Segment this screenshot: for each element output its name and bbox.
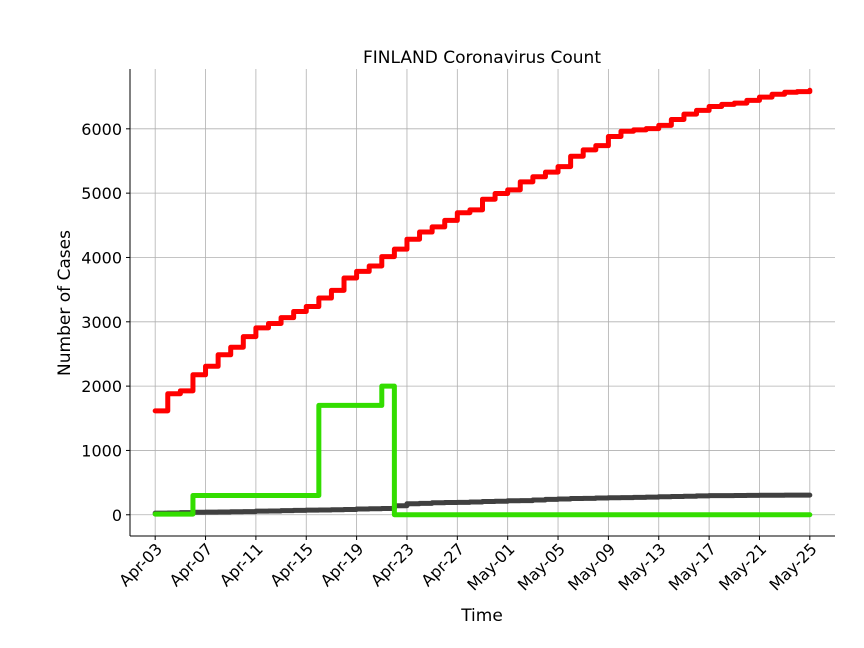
y-axis-label: Number of Cases — [55, 230, 75, 376]
x-tick-label: May-25 — [766, 539, 821, 594]
x-ticks: Apr-03 Apr-07 Apr-11 Apr-15 Apr-19 Apr-23 Apr-… — [115, 536, 821, 595]
y-tick-label: 0 — [112, 506, 122, 525]
x-tick-label: Apr-23 — [367, 539, 418, 590]
x-tick-label: Apr-07 — [166, 539, 217, 590]
x-tick-label: Apr-27 — [417, 539, 468, 590]
x-tick-label: May-17 — [665, 539, 720, 594]
x-axis-label: Time — [460, 606, 503, 626]
series-line-1 — [152, 492, 813, 516]
y-tick-label: 2000 — [81, 377, 122, 396]
x-tick-label: May-01 — [463, 539, 518, 594]
x-tick-label: May-05 — [514, 539, 569, 594]
y-tick-label: 5000 — [81, 184, 122, 203]
axes — [129, 69, 835, 537]
chart-title: FINLAND Coronavirus Count — [363, 48, 601, 68]
series-line-0 — [152, 87, 813, 414]
x-tick-label: Apr-11 — [216, 539, 267, 590]
grid — [130, 69, 835, 536]
x-tick-label: May-09 — [564, 539, 619, 594]
x-tick-label: Apr-19 — [317, 539, 368, 590]
x-tick-label: Apr-03 — [115, 539, 166, 590]
series-line-2 — [152, 383, 813, 518]
y-tick-label: 4000 — [81, 248, 122, 267]
y-tick-label: 6000 — [81, 120, 122, 139]
plot-lines — [152, 87, 813, 518]
y-tick-label: 3000 — [81, 313, 122, 332]
x-tick-label: May-21 — [715, 539, 770, 594]
y-tick-label: 1000 — [81, 441, 122, 460]
x-tick-label: Apr-15 — [266, 539, 317, 590]
x-tick-label: May-13 — [614, 539, 669, 594]
y-ticks: 0 1000 2000 3000 4000 5000 6000 — [81, 120, 130, 525]
